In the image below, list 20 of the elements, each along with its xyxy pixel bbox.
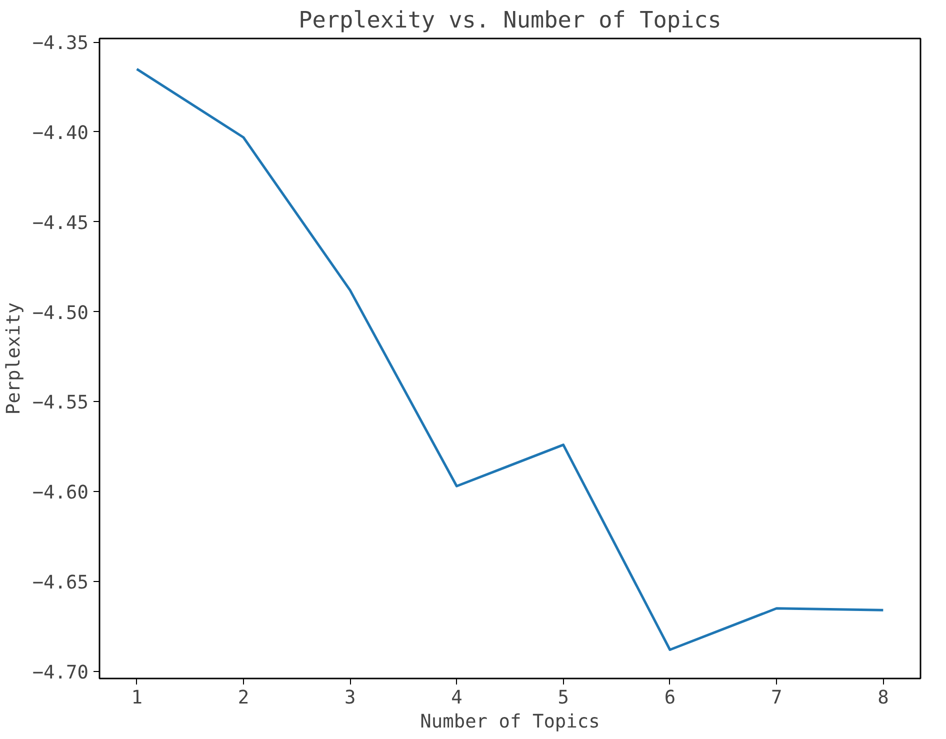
y-tick-label: −4.65 [32, 572, 89, 594]
y-axis-title: Perplexity [3, 302, 24, 415]
y-tick-label: −4.70 [32, 662, 89, 684]
y-tick-label: −4.45 [32, 212, 89, 234]
x-tick-label: 5 [558, 688, 569, 708]
y-tick-label: −4.60 [32, 482, 89, 504]
y-tick-label: −4.40 [32, 122, 89, 144]
y-tick-label: −4.55 [32, 392, 89, 414]
x-axis-title: Number of Topics [420, 712, 600, 732]
chart-title: Perplexity vs. Number of Topics [298, 8, 722, 34]
x-tick-label: 2 [238, 688, 250, 708]
x-tick-label: 6 [664, 688, 676, 708]
x-tick-label: 1 [131, 688, 142, 708]
x-tick-label: 7 [770, 688, 782, 708]
x-tick-label: 3 [344, 688, 356, 708]
line-series [136, 68, 884, 651]
x-tick-label: 4 [451, 688, 462, 708]
y-tick-label: −4.35 [32, 33, 89, 54]
y-tick-label: −4.50 [32, 302, 89, 324]
x-tick-label: 8 [878, 688, 889, 708]
